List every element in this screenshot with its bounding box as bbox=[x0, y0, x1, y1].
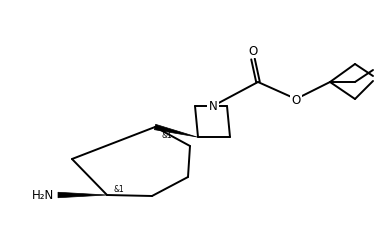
Text: &1: &1 bbox=[162, 130, 173, 139]
Polygon shape bbox=[58, 192, 107, 198]
Text: H₂N: H₂N bbox=[32, 189, 54, 202]
Text: O: O bbox=[249, 45, 258, 58]
Text: N: N bbox=[209, 100, 217, 113]
Text: O: O bbox=[291, 93, 301, 106]
Text: &1: &1 bbox=[114, 185, 125, 194]
Polygon shape bbox=[155, 125, 197, 137]
